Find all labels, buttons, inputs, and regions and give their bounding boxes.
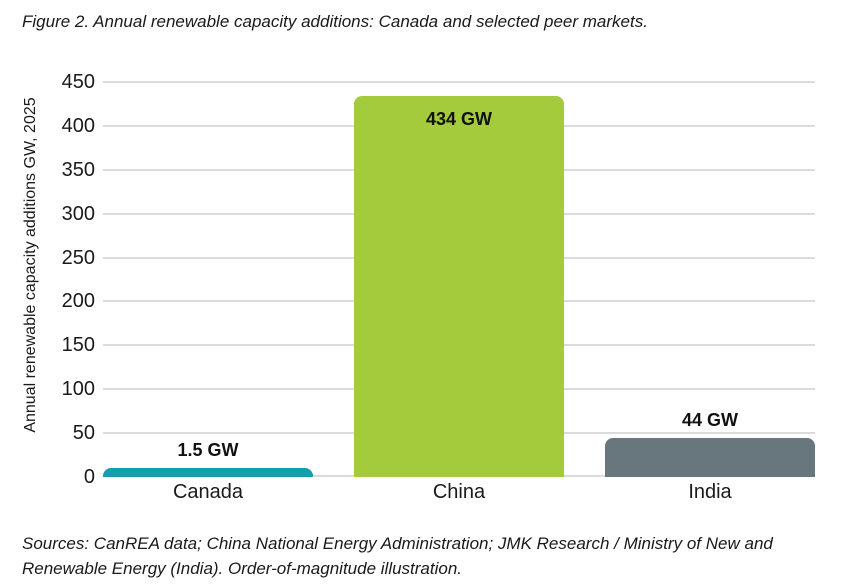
y-tick-label-0: 0: [83, 466, 95, 488]
x-axis-label-china: China: [432, 481, 486, 503]
y-axis-ticks: 0 50 100 150 200 250 300 350 400 450: [0, 72, 95, 487]
sources-note: Sources: CanREA data; China National Ene…: [22, 534, 773, 578]
value-label-china: 434 GW: [425, 109, 493, 130]
x-axis-label-canada: Canada: [172, 481, 244, 503]
figure-title: Figure 2. Annual renewable capacity addi…: [22, 12, 648, 31]
y-tick-label-300: 300: [61, 202, 95, 225]
y-tick-label-200: 200: [61, 290, 95, 313]
x-axis-labels: Canada China India: [103, 481, 815, 509]
bar-india: [605, 438, 815, 477]
y-tick-label-350: 350: [61, 158, 95, 181]
y-tick-label-400: 400: [61, 114, 95, 137]
bar-canada: [103, 468, 313, 477]
y-tick-label-450: 450: [61, 71, 95, 93]
y-tick-label-150: 150: [61, 334, 95, 357]
plot-area: 1.5 GW 434 GW 44 GW: [103, 81, 815, 477]
y-tick-label-50: 50: [72, 422, 95, 445]
y-tick-label-250: 250: [61, 246, 95, 269]
value-label-india: 44 GW: [681, 410, 739, 431]
gridline-450: [103, 81, 815, 83]
x-axis-label-india: India: [688, 481, 732, 503]
value-label-canada: 1.5 GW: [177, 440, 239, 460]
y-tick-label-100: 100: [61, 378, 95, 401]
bar-china: [354, 96, 564, 477]
